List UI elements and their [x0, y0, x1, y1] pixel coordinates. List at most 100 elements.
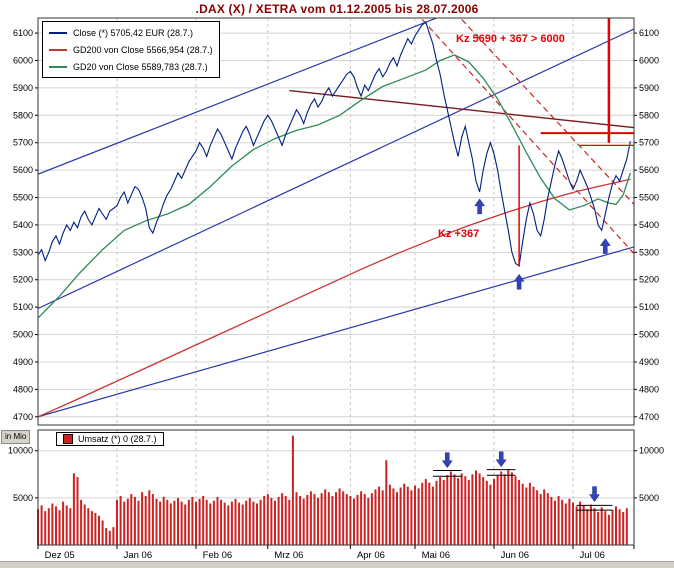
volume-bar: [223, 502, 226, 545]
price-grid: [38, 32, 634, 418]
trendlines: [38, 17, 634, 418]
price-arrow-2[interactable]: [513, 273, 525, 290]
volume-bar: [392, 488, 395, 545]
month-label: Mai 06: [422, 550, 451, 561]
y-axis-labels: 4700 4700 4800 4800 4900 4900 5000 5000 5100 5100…: [13, 28, 659, 422]
trendline-downtrend-dashed-2[interactable]: [461, 18, 634, 205]
legend-item-close: Close (*) 5705,42 EUR (28.7.): [49, 24, 213, 41]
volume-bar: [528, 482, 531, 545]
volume-bar: [431, 486, 434, 545]
month-label: Dez 05: [45, 550, 75, 561]
volume-bar: [320, 493, 323, 545]
volume-bar: [575, 506, 578, 545]
volume-bar: [493, 479, 495, 545]
volume-bar: [162, 496, 165, 545]
volume-bar: [353, 498, 355, 545]
volume-bar: [187, 499, 190, 545]
y-tick-right: 6000: [639, 55, 659, 65]
y-tick-right: 4700: [639, 412, 659, 422]
volume-bar: [496, 475, 499, 545]
volume-bar: [503, 474, 506, 545]
price-arrow-3[interactable]: [599, 238, 611, 254]
chart-title: .DAX (X) / XETRA vom 01.12.2005 bis 28.0…: [195, 2, 479, 16]
volume-bar: [345, 494, 348, 545]
volume-bar: [98, 515, 100, 545]
y-tick-left: 5300: [13, 247, 33, 257]
volume-bar: [72, 473, 75, 545]
volume-bar: [428, 482, 431, 545]
volume-bar: [543, 489, 546, 545]
volume-bar: [241, 504, 244, 545]
volume-bar: [478, 473, 481, 545]
y-tick-left: 6100: [13, 28, 33, 38]
volume-arrow-1[interactable]: [441, 452, 453, 469]
volume-bar: [212, 500, 215, 545]
volume-tick-left: 10000: [8, 446, 33, 456]
volume-bar: [263, 496, 266, 545]
volume-arrow-2[interactable]: [495, 451, 507, 468]
close-line: [38, 21, 631, 267]
volume-bar: [317, 497, 319, 545]
volume-arrow-3[interactable]: [589, 486, 600, 503]
volume-bar: [238, 502, 241, 545]
trendline-channel-uptrend[interactable]: [38, 28, 634, 310]
volume-marks: [432, 469, 613, 511]
price-arrow-1[interactable]: [474, 198, 486, 215]
volume-bar: [414, 485, 416, 545]
volume-arrows: [441, 451, 600, 503]
volume-bar: [324, 489, 327, 545]
volume-bar: [622, 512, 625, 545]
gd200-line: [38, 178, 631, 418]
volume-bar: [270, 497, 273, 545]
volume-tick-right: 5000: [639, 493, 659, 503]
x-axis-labels: Dez 05 Jan 06 Feb 06 Mrz 06 Apr 06 Mai 06 Jun …: [37, 545, 635, 561]
volume-bar: [252, 501, 255, 545]
month-label: Jun 06: [501, 550, 530, 561]
volume-bar: [69, 508, 72, 545]
volume-bar: [281, 493, 284, 545]
volume-bar: [169, 503, 172, 545]
volume-bar: [593, 508, 596, 545]
volume-bar: [625, 508, 628, 545]
volume-bar: [421, 482, 424, 545]
volume-bar: [306, 495, 309, 545]
volume-legend[interactable]: Umsatz (*) 0 (28.7.): [56, 432, 164, 446]
volume-bar: [299, 496, 302, 545]
month-label: Mrz 06: [274, 550, 303, 561]
legend-item-gd20: GD20 von Close 5589,783 (28.7.): [49, 58, 213, 75]
volume-bar: [144, 496, 147, 545]
volume-bar: [277, 496, 280, 545]
volume-bar: [514, 476, 517, 545]
gd200-line-swatch: [49, 48, 67, 51]
annotation-measure[interactable]: Kz +367: [438, 228, 480, 240]
window-bottom-strip: [0, 561, 674, 568]
trendline-support-uptrend[interactable]: [38, 246, 634, 418]
annotation-price-target[interactable]: Kz 5690 + 367 > 6000: [456, 33, 565, 45]
volume-bar: [471, 474, 474, 545]
trendline-steep-uptrend[interactable]: [38, 17, 440, 175]
volume-bar: [589, 504, 592, 545]
volume-bar: [309, 491, 312, 545]
volume-bar: [123, 501, 126, 545]
price-legend[interactable]: Close (*) 5705,42 EUR (28.7.) GD200 von …: [42, 21, 220, 78]
volume-bar: [615, 506, 617, 545]
volume-tick-right: 10000: [639, 446, 664, 456]
volume-bar: [137, 500, 140, 545]
volume-bar: [119, 496, 122, 545]
volume-bar: [327, 492, 330, 545]
volume-bar: [166, 499, 169, 545]
volume-bar: [521, 483, 524, 545]
y-tick-left: 4800: [13, 384, 33, 394]
volume-bar: [80, 499, 83, 545]
volume-bar: [198, 498, 201, 545]
volume-bar: [388, 484, 391, 545]
volume-bar: [546, 493, 549, 545]
trendline-downtrend-dashed-1[interactable]: [421, 18, 634, 255]
volume-bar: [94, 513, 97, 545]
trendline-resistance-maroon[interactable]: [289, 89, 634, 129]
volume-bar: [259, 499, 262, 545]
volume-bar: [331, 496, 334, 545]
volume-bar: [363, 494, 366, 545]
